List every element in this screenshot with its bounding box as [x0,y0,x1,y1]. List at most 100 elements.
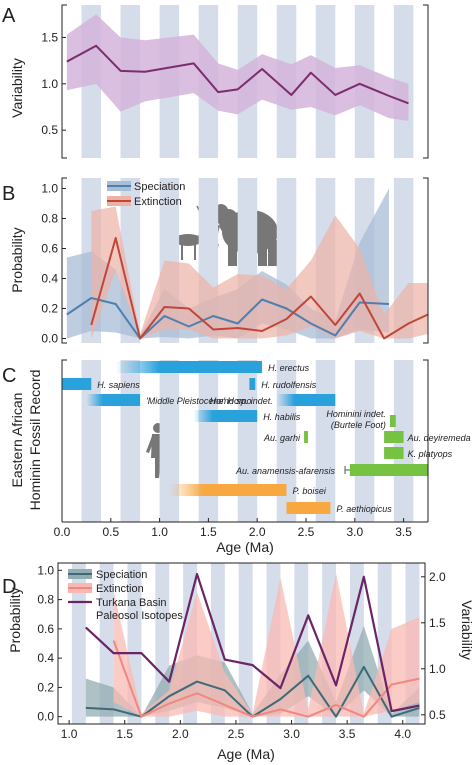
c-ylabel-line2: Hominin Fossil Record [27,370,43,511]
age-stripe [198,360,219,522]
age-stripe [354,360,375,522]
b-ytick-label: 0.0 [41,332,58,346]
taxon-label: H. sapiens [97,380,140,390]
c-xtick-label: 1.0 [151,525,168,539]
d-ytick-label: 0.8 [37,593,54,607]
taxon-label: H. habilis [263,412,301,422]
taxon-label: H. erectus [268,363,310,373]
d-ytick-label: 1.0 [37,563,54,577]
taxon-label: 'Middle Pleistocene' Homo [146,396,252,406]
taxon-label: P. boisei [292,486,326,496]
taxon-bar [389,415,396,427]
c-xtick-label: 2.5 [298,525,315,539]
age-stripe [238,563,253,724]
taxon-label: Homo sp. indet. [210,396,273,406]
d-xtick-label: 4.0 [394,727,411,741]
taxon-bar [169,484,287,496]
d-y2tick-label: 1.5 [429,616,446,630]
a-ytick-label: 0.5 [41,123,58,137]
a-ytick-label: 1.0 [41,77,58,91]
bracket-left [61,359,67,522]
d-y2label: Variability [459,600,474,660]
a-ytick-label: 1.5 [41,30,58,44]
taxon-bar [276,394,336,406]
bracket-right [423,359,429,522]
c-xtick-label: 2.0 [249,525,266,539]
taxon-bar [86,394,141,406]
taxon-bar [286,502,331,514]
c-xtick-label: 1.5 [200,525,217,539]
panel-label-a: A [2,5,16,27]
d-xtick-label: 2.0 [172,727,189,741]
d-xtick-label: 3.0 [283,727,300,741]
d-y2tick-label: 1.0 [429,662,446,676]
b-legend-extinction-label: Extinction [134,196,182,208]
age-stripe [315,360,336,522]
d-xlabel: Age (Ma) [217,746,275,762]
d-extinction-band [113,573,420,717]
b-extinction-band [91,206,428,339]
d-ytick-label: 0.4 [37,651,54,665]
b-ytick-label: 1.0 [41,182,58,196]
b-extinction-line [90,237,429,340]
bracket-right [423,4,429,159]
taxon-bar [115,361,263,373]
taxon-bar [304,431,308,443]
taxon-bar [384,447,404,459]
d-y2tick-label: 2.0 [429,570,446,584]
taxon-bar [249,378,256,390]
c-xlabel: Age (Ma) [216,539,274,555]
d-legend-extinction-label: Extinction [96,583,144,595]
d-legend-turkana-label: Turkana Basin [96,597,167,609]
taxon-bar [384,431,404,443]
b-ylabel: Probability [9,227,25,292]
taxon-label: Au. deyiremeda [407,433,471,443]
b-ytick-label: 0.2 [41,302,58,316]
d-xtick-label: 1.0 [61,727,78,741]
bracket-right [423,177,429,344]
c-xtick-label: 0.5 [102,525,119,539]
taxon-bar [62,378,92,390]
d-ytick-label: 0.6 [37,622,54,636]
b-ytick-label: 0.8 [41,212,58,226]
b-ytick-label: 0.4 [41,272,58,286]
c-xtick-label: 3.5 [395,525,412,539]
c-xtick-label: 3.0 [346,525,363,539]
panel-label-d: D [2,576,16,598]
panel-label-c: C [2,365,16,387]
b-speciation-line [66,297,390,340]
taxon-bar [193,410,258,422]
panel-b-plot: 0.0 0.2 0.4 0.6 0.8 1.0 Speciation Extinction [41,177,429,346]
panel-label-b: B [2,183,15,205]
d-extinction-line [112,640,420,718]
age-stripe [237,360,258,522]
bracket-left [61,4,67,159]
panel-a-plot: 0.5 1.0 1.5 [41,4,429,159]
age-stripe [71,563,86,724]
taxon-label: P. aethiopicus [336,504,392,514]
d-legend-turkana-label: Paleosol Isotopes [96,610,183,622]
age-stripe [159,360,180,522]
a-ylabel: Variability [9,58,25,118]
d-frame [57,562,426,725]
c-ylabel-line1: Eastern African [9,393,25,488]
a-variability-band [66,14,409,121]
d-ylabel: Probability [7,587,23,652]
d-xtick-label: 3.5 [339,727,356,741]
taxon-label: K. platyops [408,449,453,459]
taxon-label: Au. garhi [263,433,301,443]
b-legend-speciation-label: Speciation [134,181,185,193]
c-xtick-label: 0.0 [54,525,71,539]
taxon-bar [349,464,428,476]
taxon-label: Au. anamensis-afarensis [235,466,336,476]
d-turkana-line [85,572,420,713]
b-ytick-label: 0.6 [41,242,58,256]
age-stripe [99,563,114,724]
d-ytick-label: 0.0 [37,710,54,724]
panel-d-plot: 0.0 0.2 0.4 0.6 0.8 1.0 0.5 1.0 1.5 2.0 1.0 1.5 2.0 2… [37,562,446,741]
d-y2tick-label: 0.5 [429,708,446,722]
d-legend-speciation-label: Speciation [96,569,147,581]
taxon-label: (Burtele Foot) [331,420,386,430]
a-variability-line [66,44,409,105]
